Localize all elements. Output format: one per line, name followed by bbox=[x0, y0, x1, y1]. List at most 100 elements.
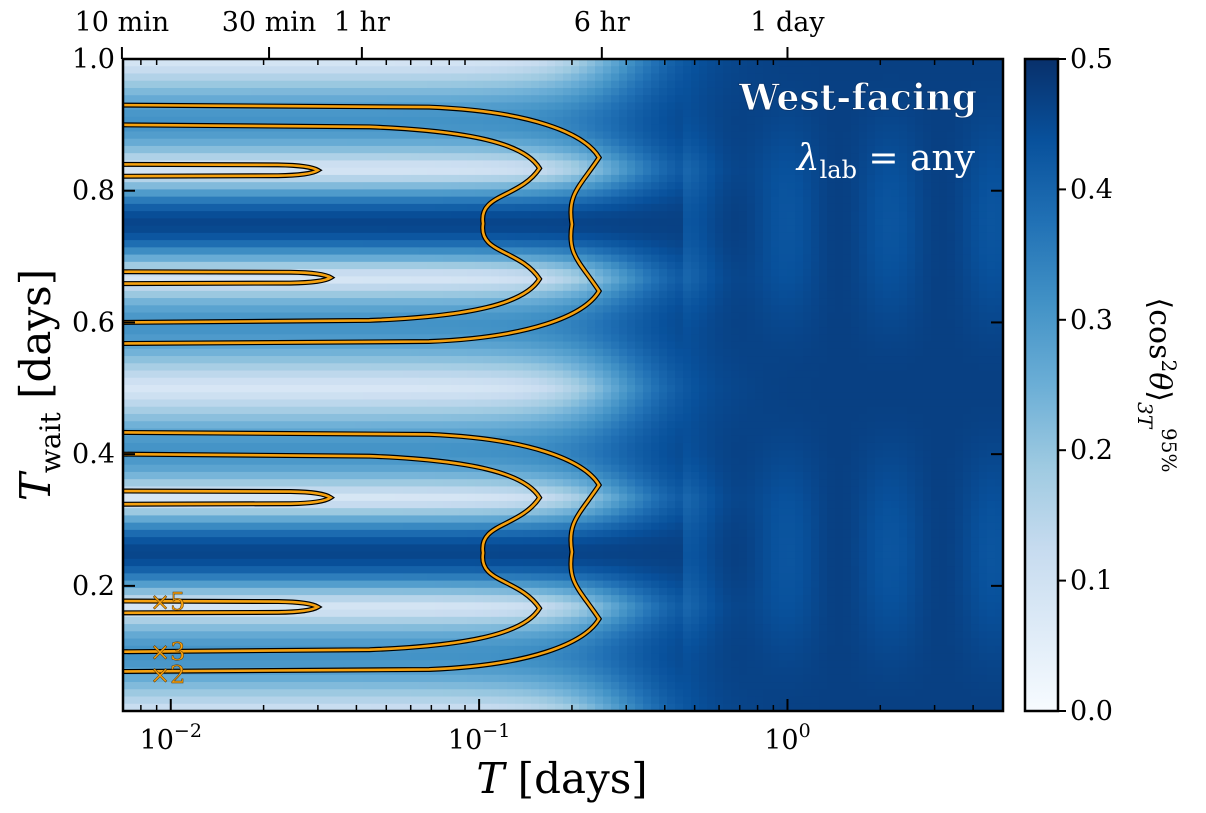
heatmap-cell bbox=[555, 160, 564, 169]
heatmap-cell bbox=[275, 138, 284, 147]
heatmap-cell bbox=[371, 471, 380, 480]
heatmap-cell bbox=[507, 283, 516, 292]
heatmap-cell bbox=[219, 587, 228, 596]
heatmap-cell bbox=[203, 631, 212, 640]
heatmap-cell bbox=[171, 624, 180, 632]
heatmap-cell bbox=[219, 435, 228, 444]
heatmap-cell bbox=[171, 305, 180, 314]
heatmap-cell bbox=[531, 131, 540, 140]
heatmap-cell bbox=[203, 218, 212, 227]
heatmap-cell bbox=[467, 442, 476, 451]
heatmap-cell bbox=[331, 153, 340, 162]
heatmap-cell bbox=[515, 312, 524, 321]
heatmap-cell bbox=[323, 153, 332, 162]
heatmap-cell bbox=[555, 442, 564, 451]
heatmap-cell bbox=[427, 595, 436, 603]
heatmap-cell bbox=[331, 696, 340, 705]
heatmap-cell bbox=[227, 631, 236, 640]
heatmap-cell bbox=[323, 66, 332, 75]
heatmap-cell bbox=[283, 138, 292, 147]
heatmap-cell bbox=[499, 566, 508, 574]
heatmap-cell bbox=[531, 174, 540, 183]
heatmap-cell bbox=[275, 174, 284, 183]
heatmap-cell bbox=[483, 276, 492, 285]
heatmap-cell bbox=[323, 602, 332, 611]
heatmap-cell bbox=[227, 305, 236, 314]
heatmap-cell bbox=[411, 334, 420, 343]
heatmap-cell bbox=[555, 102, 564, 111]
heatmap-cell bbox=[547, 609, 556, 618]
heatmap-cell bbox=[419, 385, 428, 393]
heatmap-cell bbox=[523, 160, 532, 169]
heatmap-cell bbox=[387, 551, 396, 560]
heatmap-cell bbox=[419, 131, 428, 140]
heatmap-cell bbox=[227, 385, 236, 393]
heatmap-cell bbox=[499, 551, 508, 560]
heatmap-cell bbox=[307, 145, 316, 154]
heatmap-cell bbox=[203, 370, 212, 379]
heatmap-cell bbox=[171, 653, 180, 661]
heatmap-cell bbox=[307, 377, 316, 386]
heatmap-cell bbox=[211, 616, 220, 625]
heatmap-cell bbox=[499, 283, 508, 292]
heatmap-cell bbox=[523, 102, 532, 111]
heatmap-cell bbox=[195, 515, 204, 524]
heatmap-cell bbox=[411, 660, 420, 669]
heatmap-cell bbox=[323, 558, 332, 567]
heatmap-cell bbox=[211, 66, 220, 75]
heatmap-cell bbox=[395, 203, 404, 212]
heatmap-cell bbox=[211, 124, 220, 133]
heatmap-cell bbox=[251, 537, 260, 545]
heatmap-cell bbox=[219, 240, 228, 248]
heatmap-cell bbox=[163, 471, 172, 480]
heatmap-cell bbox=[235, 334, 244, 343]
heatmap-cell bbox=[347, 138, 356, 147]
heatmap-cell bbox=[243, 464, 252, 473]
heatmap-cell bbox=[243, 515, 252, 524]
heatmap-cell bbox=[515, 645, 524, 654]
heatmap-cell bbox=[539, 406, 548, 415]
heatmap-cell bbox=[443, 551, 452, 560]
heatmap-cell bbox=[419, 674, 428, 683]
heatmap-cell bbox=[131, 406, 140, 415]
heatmap-cell bbox=[235, 203, 244, 212]
heatmap-cell bbox=[299, 80, 308, 89]
heatmap-cell bbox=[531, 247, 540, 256]
heatmap-cell bbox=[323, 225, 332, 234]
heatmap-cell bbox=[427, 269, 436, 277]
heatmap-cell bbox=[179, 189, 188, 198]
heatmap-cell bbox=[155, 529, 164, 538]
heatmap-cell bbox=[235, 109, 244, 118]
heatmap-cell bbox=[323, 537, 332, 545]
heatmap-cell bbox=[307, 73, 316, 82]
heatmap-cell bbox=[291, 319, 300, 328]
heatmap-cell bbox=[379, 305, 388, 314]
heatmap-cell bbox=[219, 616, 228, 625]
heatmap-cell bbox=[499, 631, 508, 640]
heatmap-cell bbox=[171, 529, 180, 538]
heatmap-cell bbox=[299, 116, 308, 125]
heatmap-cell bbox=[443, 261, 452, 270]
heatmap-cell bbox=[467, 421, 476, 430]
heatmap-cell bbox=[435, 522, 444, 531]
heatmap-cell bbox=[347, 595, 356, 603]
heatmap-cell bbox=[211, 363, 220, 372]
heatmap-cell bbox=[131, 551, 140, 560]
heatmap-cell bbox=[419, 471, 428, 480]
heatmap-cell bbox=[307, 254, 316, 263]
heatmap-cell bbox=[275, 515, 284, 524]
heatmap-cell bbox=[339, 696, 348, 705]
heatmap-cell bbox=[147, 544, 156, 553]
heatmap-cell bbox=[235, 573, 244, 582]
heatmap-cell bbox=[483, 471, 492, 480]
heatmap-cell bbox=[291, 363, 300, 372]
heatmap-cell bbox=[419, 551, 428, 560]
heatmap-cell bbox=[459, 667, 468, 676]
heatmap-cell bbox=[299, 442, 308, 451]
heatmap-cell bbox=[235, 327, 244, 335]
heatmap-cell bbox=[323, 305, 332, 314]
heatmap-cell bbox=[443, 421, 452, 430]
heatmap-cell bbox=[395, 689, 404, 698]
heatmap-cell bbox=[515, 406, 524, 415]
heatmap-cell bbox=[123, 602, 132, 611]
